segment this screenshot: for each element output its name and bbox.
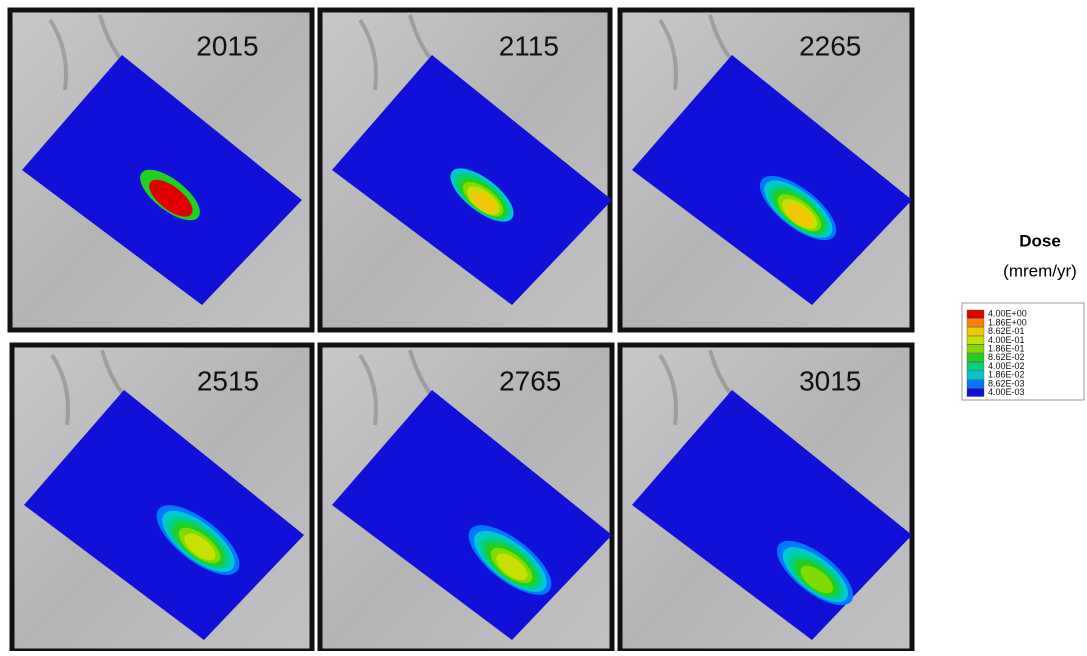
legend-unit: (mrem/yr) (1003, 261, 1077, 280)
map-panel: 3015 (620, 345, 912, 651)
figure: Dose (mrem/yr) 2015 2115 2265 2515 2765 3015 4… (0, 0, 1087, 651)
map-panel: 2515 (12, 345, 312, 651)
map-panel: 2115 (320, 10, 612, 330)
year-label: 3015 (799, 365, 861, 396)
legend-swatch (967, 380, 984, 388)
year-label: 2765 (499, 365, 561, 396)
year-label: 2115 (499, 30, 559, 61)
legend-swatch (967, 388, 984, 396)
year-label: 2265 (799, 30, 861, 61)
map-panel: 2265 (620, 10, 912, 330)
legend-swatch (967, 336, 984, 344)
legend-label: 4.00E-03 (988, 387, 1025, 397)
year-label: 2015 (196, 30, 258, 61)
legend-swatch (967, 371, 984, 379)
legend-swatch (967, 354, 984, 362)
map-panel: 2765 (320, 345, 612, 651)
legend-swatch (967, 310, 984, 318)
legend-swatch (967, 327, 984, 335)
legend-title: Dose (1019, 231, 1061, 250)
legend-swatch (967, 362, 984, 370)
year-label: 2515 (197, 365, 259, 396)
legend-swatch (967, 345, 984, 353)
legend-swatch (967, 319, 984, 327)
map-panel: 2015 (10, 10, 312, 330)
